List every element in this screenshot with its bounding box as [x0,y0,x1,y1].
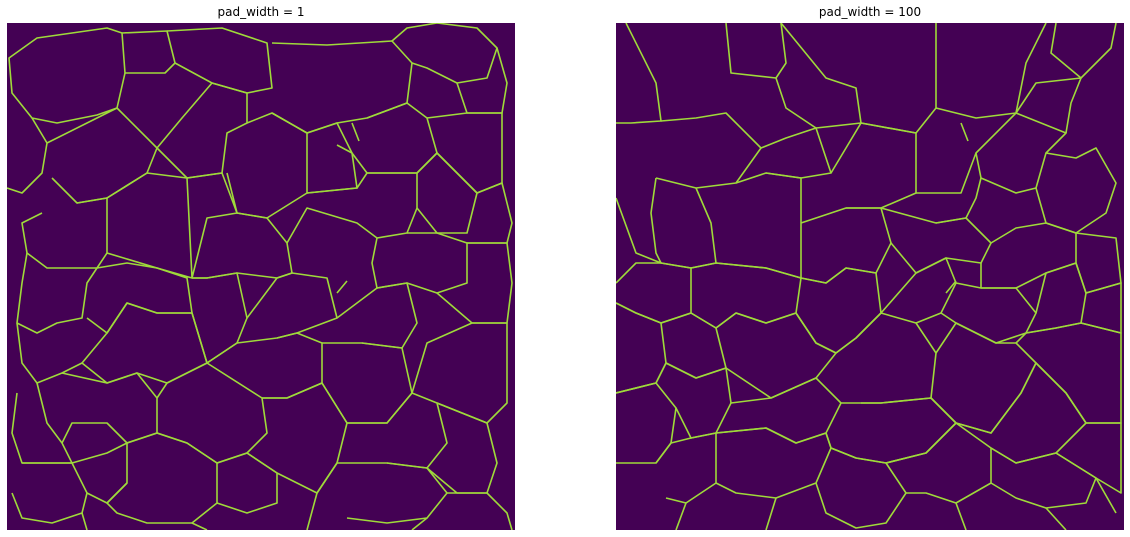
boundary-map [616,23,1124,530]
panel-title: pad_width = 100 [818,5,922,19]
boundary-map [7,23,515,530]
panel-pad-width-100: pad_width = 100 [616,0,1124,537]
panel-title: pad_width = 1 [217,5,305,19]
panel-pad-width-1: pad_width = 1 [7,0,515,537]
segmentation-image [616,23,1124,530]
segmentation-image [7,23,515,530]
